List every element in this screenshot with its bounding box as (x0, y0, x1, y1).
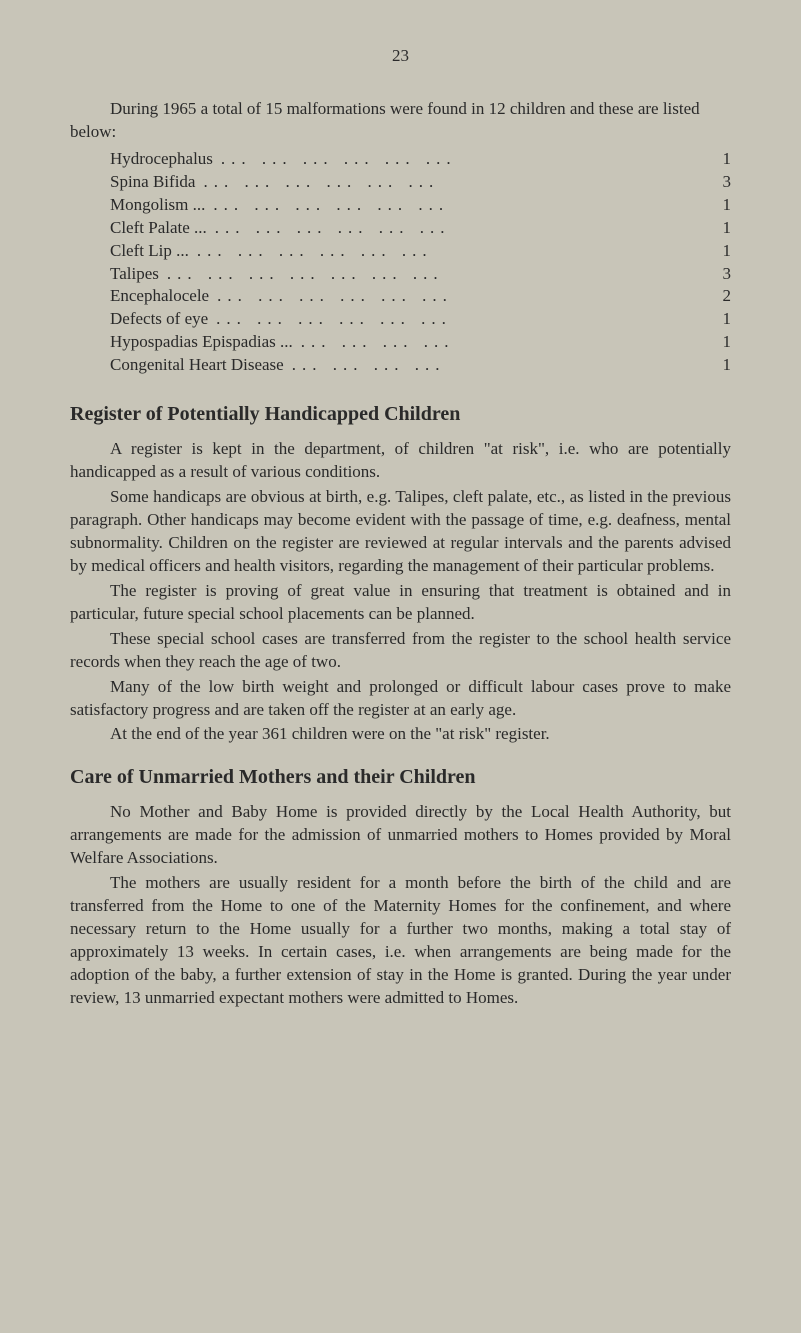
malformation-value: 1 (711, 240, 731, 263)
malformation-value: 1 (711, 194, 731, 217)
malformation-value: 1 (711, 148, 731, 171)
leader-dots: ... ... ... ... ... ... (189, 240, 711, 263)
malformation-label: Congenital Heart Disease (110, 354, 284, 377)
section-heading: Care of Unmarried Mothers and their Chil… (70, 764, 731, 791)
leader-dots: ... ... ... ... (293, 331, 711, 354)
malformation-value: 1 (711, 331, 731, 354)
malformation-label: Mongolism ... (110, 194, 205, 217)
malformation-value: 3 (711, 171, 731, 194)
malformation-row: Mongolism ... ... ... ... ... ... ... 1 (70, 194, 731, 217)
leader-dots: ... ... ... ... ... ... ... (159, 263, 711, 286)
paragraph: These special school cases are transferr… (70, 628, 731, 674)
malformation-row: Congenital Heart Disease ... ... ... ...… (70, 354, 731, 377)
malformation-row: Cleft Palate ... ... ... ... ... ... ...… (70, 217, 731, 240)
leader-dots: ... ... ... ... ... ... (205, 194, 711, 217)
intro-text: During 1965 a total of 15 malformations … (70, 98, 731, 144)
malformation-label: Defects of eye (110, 308, 208, 331)
section-register: Register of Potentially Handicapped Chil… (70, 401, 731, 746)
leader-dots: ... ... ... ... (284, 354, 711, 377)
paragraph: Some handicaps are obvious at birth, e.g… (70, 486, 731, 578)
malformation-value: 2 (711, 285, 731, 308)
malformation-row: Encephalocele ... ... ... ... ... ... 2 (70, 285, 731, 308)
paragraph: The mothers are usually resident for a m… (70, 872, 731, 1010)
paragraph: Many of the low birth weight and prolong… (70, 676, 731, 722)
malformation-row: Spina Bifida ... ... ... ... ... ... 3 (70, 171, 731, 194)
leader-dots: ... ... ... ... ... ... (209, 285, 711, 308)
leader-dots: ... ... ... ... ... ... (213, 148, 711, 171)
paragraph: A register is kept in the department, of… (70, 438, 731, 484)
malformation-list: Hydrocephalus ... ... ... ... ... ... 1 … (70, 148, 731, 377)
leader-dots: ... ... ... ... ... ... (208, 308, 711, 331)
malformation-value: 1 (711, 354, 731, 377)
malformation-row: Defects of eye ... ... ... ... ... ... 1 (70, 308, 731, 331)
paragraph: At the end of the year 361 children were… (70, 723, 731, 746)
paragraph: No Mother and Baby Home is provided dire… (70, 801, 731, 870)
malformation-row: Hypospadias Epispadias ... ... ... ... .… (70, 331, 731, 354)
malformation-label: Hydrocephalus (110, 148, 213, 171)
leader-dots: ... ... ... ... ... ... (207, 217, 711, 240)
section-heading: Register of Potentially Handicapped Chil… (70, 401, 731, 428)
malformation-value: 1 (711, 217, 731, 240)
malformation-row: Cleft Lip ... ... ... ... ... ... ... 1 (70, 240, 731, 263)
section-care: Care of Unmarried Mothers and their Chil… (70, 764, 731, 1009)
malformation-label: Talipes (110, 263, 159, 286)
malformation-value: 3 (711, 263, 731, 286)
malformation-row: Talipes ... ... ... ... ... ... ... 3 (70, 263, 731, 286)
malformation-label: Cleft Lip ... (110, 240, 189, 263)
paragraph: The register is proving of great value i… (70, 580, 731, 626)
malformation-label: Spina Bifida (110, 171, 195, 194)
malformation-value: 1 (711, 308, 731, 331)
leader-dots: ... ... ... ... ... ... (195, 171, 711, 194)
page-number: 23 (70, 45, 731, 68)
malformation-label: Cleft Palate ... (110, 217, 207, 240)
malformation-row: Hydrocephalus ... ... ... ... ... ... 1 (70, 148, 731, 171)
malformation-label: Encephalocele (110, 285, 209, 308)
malformation-label: Hypospadias Epispadias ... (110, 331, 293, 354)
